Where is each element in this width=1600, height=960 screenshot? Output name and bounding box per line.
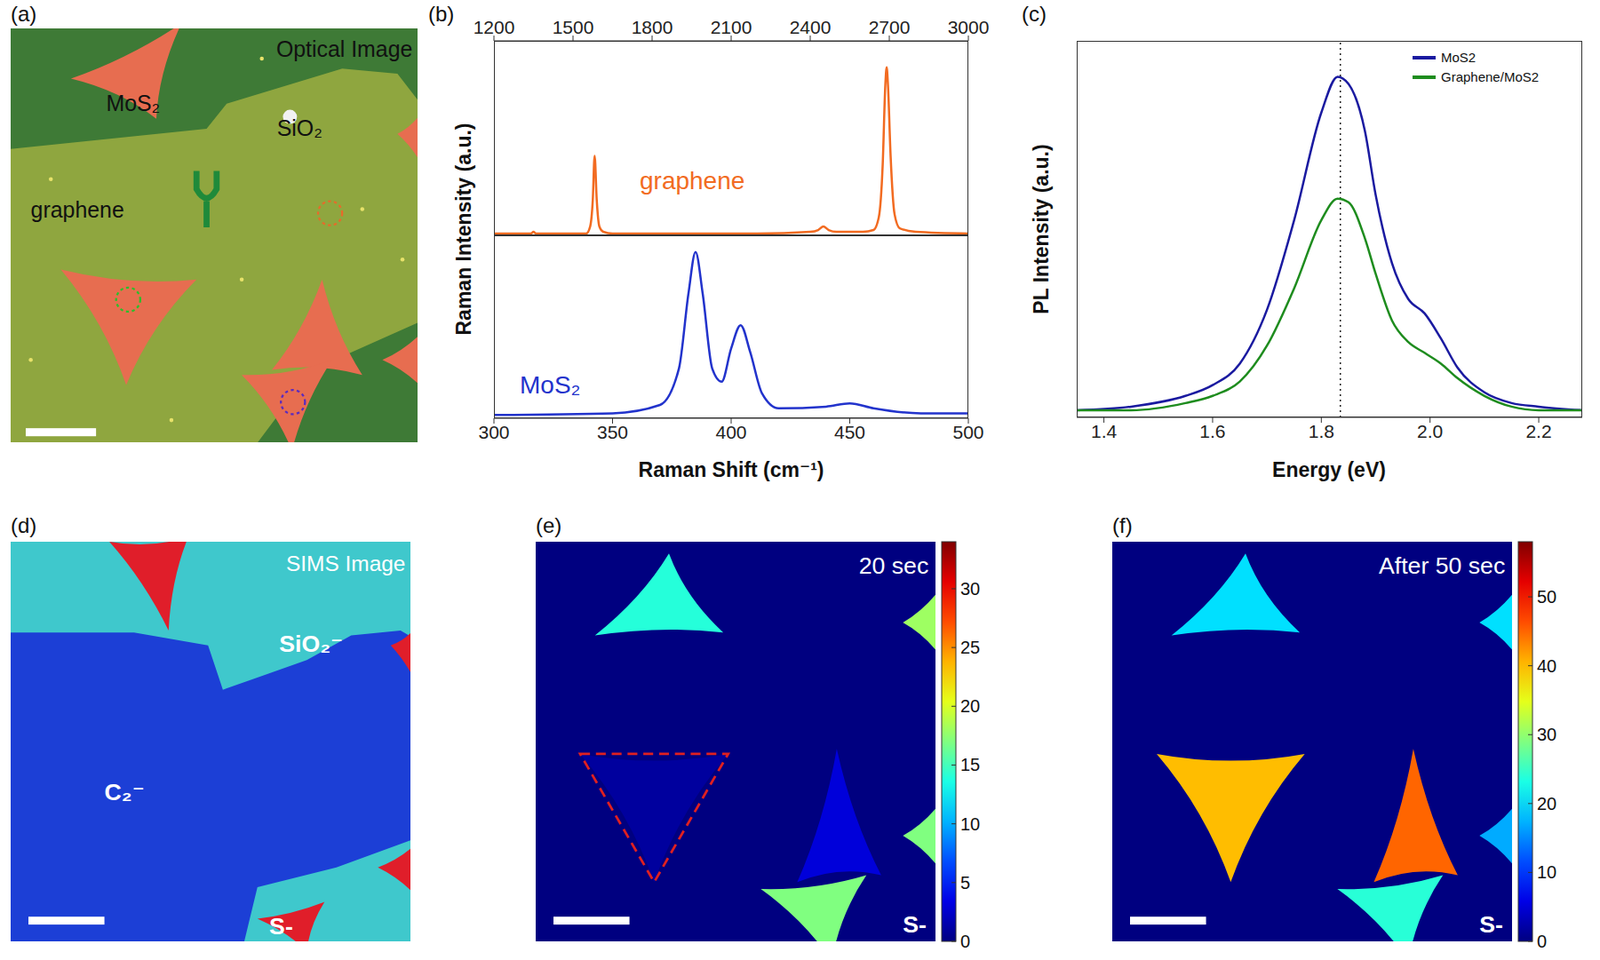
svg-text:1500: 1500 [552,16,595,38]
svg-text:0: 0 [1536,931,1547,952]
html-text:MoS₂: MoS₂ [519,371,581,399]
html-text:Graphene/MoS2: Graphene/MoS2 [1440,69,1539,85]
svg-text:25: 25 [960,637,980,658]
svg-text:450: 450 [834,421,866,443]
svg-text:S-: S- [1479,911,1504,939]
html-text:(e): (e) [535,513,562,538]
svg-text:SiO₂: SiO₂ [277,115,323,141]
svg-text:1800: 1800 [631,16,674,38]
svg-text:1.8: 1.8 [1308,421,1335,442]
svg-text:20: 20 [960,696,980,717]
html-text:Raman Shift (cm⁻¹): Raman Shift (cm⁻¹) [638,458,824,482]
html-text:graphene: graphene [639,167,745,195]
svg-text:S-: S- [902,911,927,939]
html-text:PL Intensity (a.u.): PL Intensity (a.u.) [1029,144,1053,315]
svg-text:SIMS Image: SIMS Image [286,551,406,576]
html-text:(a): (a) [10,1,37,26]
svg-text:400: 400 [715,421,747,443]
svg-text:10: 10 [1536,862,1557,883]
svg-text:40: 40 [1536,656,1557,677]
svg-text:2100: 2100 [710,16,753,38]
svg-text:10: 10 [960,814,980,835]
svg-text:20: 20 [1536,794,1557,814]
svg-text:Optical Image: Optical Image [276,36,413,62]
svg-text:500: 500 [952,421,984,443]
html-text:Energy (eV): Energy (eV) [1272,458,1386,482]
svg-text:1.6: 1.6 [1199,421,1226,442]
svg-text:graphene: graphene [31,197,125,223]
svg-text:30: 30 [960,579,980,599]
svg-text:SiO₂⁻: SiO₂⁻ [278,630,343,658]
svg-text:After 50 sec: After 50 sec [1378,552,1505,580]
html-text:Raman Intensity (a.u.): Raman Intensity (a.u.) [451,123,475,336]
svg-text:5: 5 [960,873,971,893]
html-text:(c): (c) [1021,1,1047,26]
svg-text:30: 30 [1536,724,1557,745]
svg-text:50: 50 [1536,587,1557,607]
svg-text:15: 15 [960,755,980,775]
svg-text:C₂⁻: C₂⁻ [104,779,145,806]
svg-text:1.4: 1.4 [1090,421,1118,442]
svg-text:300: 300 [477,421,510,443]
html-text:(b): (b) [428,1,455,26]
svg-text:2400: 2400 [789,16,832,38]
svg-text:S-: S- [269,913,294,940]
svg-text:350: 350 [597,421,629,443]
svg-text:3000: 3000 [947,16,990,38]
svg-text:0: 0 [960,931,971,952]
svg-text:2700: 2700 [868,16,911,38]
svg-text:2.2: 2.2 [1525,421,1552,442]
html-text:MoS2: MoS2 [1440,49,1476,65]
svg-text:MoS₂: MoS₂ [105,90,160,116]
html-text:(f): (f) [1112,513,1133,538]
svg-text:1200: 1200 [473,16,516,38]
html-text:(d): (d) [10,513,37,538]
svg-text:20 sec: 20 sec [859,552,930,580]
svg-text:2.0: 2.0 [1416,421,1443,442]
